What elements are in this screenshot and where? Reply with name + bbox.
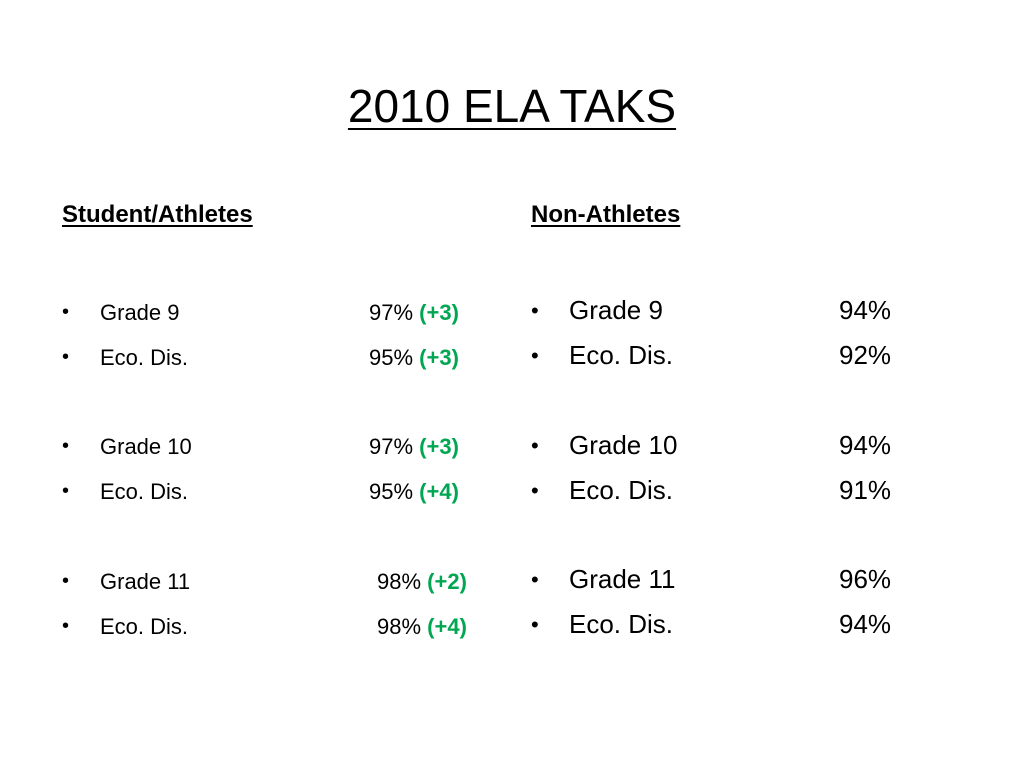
score: 97% bbox=[369, 434, 414, 459]
row-value: 98% (+2) bbox=[377, 569, 467, 595]
score: 94% bbox=[839, 430, 892, 460]
score: 98% bbox=[377, 614, 422, 639]
score: 95% bbox=[369, 345, 414, 370]
bullet-icon: • bbox=[62, 435, 70, 457]
bullet-icon: • bbox=[62, 346, 70, 368]
bullet-icon: • bbox=[531, 567, 539, 592]
score-change: (+2) bbox=[427, 569, 467, 594]
row-value: 97% (+3) bbox=[369, 434, 459, 460]
bullet-icon: • bbox=[531, 343, 539, 368]
row-value: 95% (+4) bbox=[369, 479, 459, 505]
score: 96% bbox=[839, 564, 892, 594]
row-label: Grade 11 bbox=[100, 569, 191, 594]
bullet-icon: • bbox=[531, 612, 539, 637]
bullet-icon: • bbox=[531, 478, 539, 503]
row-label: Grade 11 bbox=[569, 564, 676, 594]
score-change: (+3) bbox=[419, 434, 459, 459]
row-value: 98% (+4) bbox=[377, 614, 467, 640]
score: 91% bbox=[839, 475, 892, 505]
row-label: Eco. Dis. bbox=[569, 475, 674, 505]
row-label: Grade 9 bbox=[569, 295, 663, 325]
score: 94% bbox=[839, 295, 892, 325]
score-change: (+4) bbox=[419, 479, 459, 504]
row-label: Grade 10 bbox=[569, 430, 678, 460]
row-label: Grade 10 bbox=[100, 434, 192, 459]
score-change: (+4) bbox=[427, 614, 467, 639]
bullet-icon: • bbox=[62, 480, 70, 502]
bullet-icon: • bbox=[62, 570, 70, 592]
student-athletes-heading: Student/Athletes bbox=[62, 201, 253, 228]
row-label: Eco. Dis. bbox=[569, 609, 674, 639]
score: 92% bbox=[839, 340, 892, 370]
row-label: Eco. Dis. bbox=[100, 614, 189, 639]
bullet-icon: • bbox=[62, 615, 70, 637]
score-change: (+3) bbox=[419, 300, 459, 325]
slide-title: 2010 ELA TAKS bbox=[347, 80, 677, 132]
score: 94% bbox=[839, 609, 892, 639]
row-label: Eco. Dis. bbox=[100, 345, 189, 370]
row-label: Eco. Dis. bbox=[100, 479, 189, 504]
bullet-icon: • bbox=[531, 433, 539, 458]
row-label: Eco. Dis. bbox=[569, 340, 674, 370]
row-value: 97% (+3) bbox=[369, 300, 459, 326]
non-athletes-heading: Non-Athletes bbox=[531, 201, 681, 228]
score: 97% bbox=[369, 300, 414, 325]
score: 98% bbox=[377, 569, 422, 594]
score-change: (+3) bbox=[419, 345, 459, 370]
row-label: Grade 9 bbox=[100, 300, 180, 325]
bullet-icon: • bbox=[62, 301, 70, 323]
row-value: 95% (+3) bbox=[369, 345, 459, 371]
bullet-icon: • bbox=[531, 298, 539, 323]
score: 95% bbox=[369, 479, 414, 504]
